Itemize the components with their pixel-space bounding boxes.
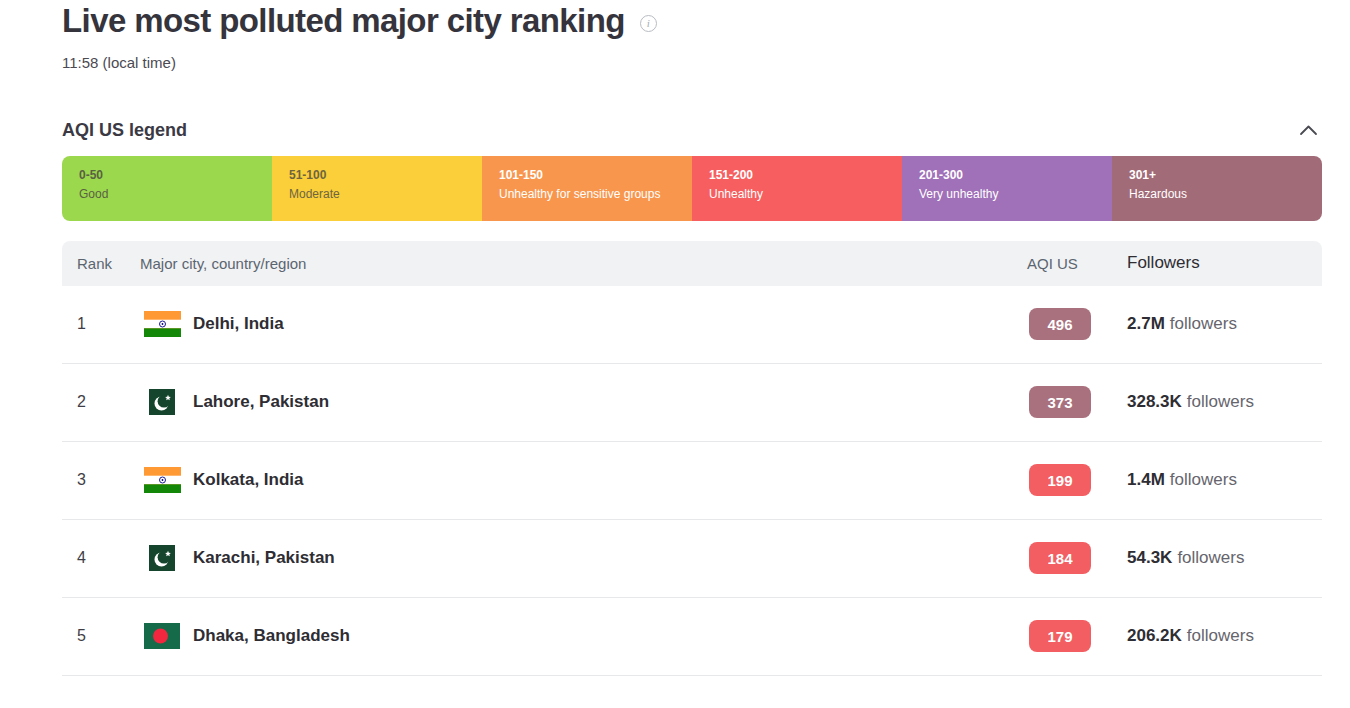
ranking-table: Rank Major city, country/region AQI US F… — [62, 241, 1322, 676]
aqi-badge: 496 — [1029, 308, 1091, 340]
followers-cell: 1.4M followers — [1127, 470, 1322, 490]
city-name: Delhi, India — [193, 314, 284, 334]
city-cell: Karachi, Pakistan — [140, 545, 1027, 571]
header-rank: Rank — [62, 255, 140, 272]
rank-cell: 5 — [62, 627, 140, 645]
country-flag-icon — [144, 467, 181, 493]
followers-label: followers — [1187, 392, 1254, 412]
legend-band-label: Moderate — [289, 187, 474, 201]
city-cell: Delhi, India — [140, 311, 1027, 337]
rank-cell: 4 — [62, 549, 140, 567]
page-header: Live most polluted major city ranking i — [62, 0, 1322, 41]
legend-band-very-unhealthy: 201-300 Very unhealthy — [902, 156, 1112, 221]
city-cell: Kolkata, India — [140, 467, 1027, 493]
legend-band-hazardous: 301+ Hazardous — [1112, 156, 1322, 221]
followers-cell: 2.7M followers — [1127, 314, 1322, 334]
followers-label: followers — [1187, 626, 1254, 646]
legend-collapse-button[interactable] — [1295, 122, 1322, 138]
table-header: Rank Major city, country/region AQI US F… — [62, 241, 1322, 286]
followers-cell: 328.3K followers — [1127, 392, 1322, 412]
table-row[interactable]: 4 Karachi, Pakistan 184 54.3K followers — [62, 520, 1322, 598]
followers-count: 54.3K — [1127, 548, 1172, 568]
city-name: Kolkata, India — [193, 470, 304, 490]
country-flag-icon — [144, 311, 181, 337]
legend-band-good: 0-50 Good — [62, 156, 272, 221]
legend-header: AQI US legend — [62, 120, 1322, 141]
header-city: Major city, country/region — [140, 255, 1027, 272]
followers-label: followers — [1170, 470, 1237, 490]
legend-band-range: 151-200 — [709, 168, 894, 182]
info-icon[interactable]: i — [640, 15, 657, 32]
legend-band-moderate: 51-100 Moderate — [272, 156, 482, 221]
rank-cell: 2 — [62, 393, 140, 411]
legend-band-range: 301+ — [1129, 168, 1314, 182]
header-aqi: AQI US — [1027, 255, 1127, 272]
chevron-up-icon — [1299, 124, 1318, 136]
legend-title: AQI US legend — [62, 120, 187, 141]
table-row[interactable]: 2 Lahore, Pakistan 373 328.3K followers — [62, 364, 1322, 442]
legend-band-label: Very unhealthy — [919, 187, 1104, 201]
rank-cell: 1 — [62, 315, 140, 333]
country-flag-icon — [149, 545, 175, 571]
legend-band-range: 51-100 — [289, 168, 474, 182]
followers-cell: 54.3K followers — [1127, 548, 1322, 568]
aqi-badge: 373 — [1029, 386, 1091, 418]
table-row[interactable]: 1 Delhi, India 496 2.7M followers — [62, 286, 1322, 364]
legend-band-label: Good — [79, 187, 264, 201]
legend-band-range: 201-300 — [919, 168, 1104, 182]
header-followers: Followers — [1127, 253, 1322, 273]
city-name: Karachi, Pakistan — [193, 548, 335, 568]
followers-count: 2.7M — [1127, 314, 1165, 334]
page-container: Live most polluted major city ranking i … — [62, 0, 1322, 676]
legend-band-range: 101-150 — [499, 168, 684, 182]
followers-count: 206.2K — [1127, 626, 1182, 646]
legend-band-usg: 101-150 Unhealthy for sensitive groups — [482, 156, 692, 221]
page-title: Live most polluted major city ranking — [62, 1, 625, 41]
country-flag-icon — [144, 623, 180, 649]
legend-band-range: 0-50 — [79, 168, 264, 182]
table-row[interactable]: 3 Kolkata, India 199 1.4M followers — [62, 442, 1322, 520]
city-name: Lahore, Pakistan — [193, 392, 329, 412]
followers-label: followers — [1170, 314, 1237, 334]
local-time: 11:58 (local time) — [62, 54, 1322, 71]
country-flag-icon — [149, 389, 175, 415]
followers-label: followers — [1177, 548, 1244, 568]
legend-band-label: Unhealthy — [709, 187, 894, 201]
city-name: Dhaka, Bangladesh — [193, 626, 350, 646]
followers-count: 328.3K — [1127, 392, 1182, 412]
rank-cell: 3 — [62, 471, 140, 489]
followers-cell: 206.2K followers — [1127, 626, 1322, 646]
table-row[interactable]: 5 Dhaka, Bangladesh 179 206.2K followers — [62, 598, 1322, 676]
legend-band-unhealthy: 151-200 Unhealthy — [692, 156, 902, 221]
aqi-badge: 179 — [1029, 620, 1091, 652]
legend-band-label: Hazardous — [1129, 187, 1314, 201]
aqi-badge: 184 — [1029, 542, 1091, 574]
aqi-legend-bar: 0-50 Good 51-100 Moderate 101-150 Unheal… — [62, 156, 1322, 221]
legend-band-label: Unhealthy for sensitive groups — [499, 187, 684, 201]
city-cell: Lahore, Pakistan — [140, 389, 1027, 415]
followers-count: 1.4M — [1127, 470, 1165, 490]
aqi-badge: 199 — [1029, 464, 1091, 496]
city-cell: Dhaka, Bangladesh — [140, 623, 1027, 649]
